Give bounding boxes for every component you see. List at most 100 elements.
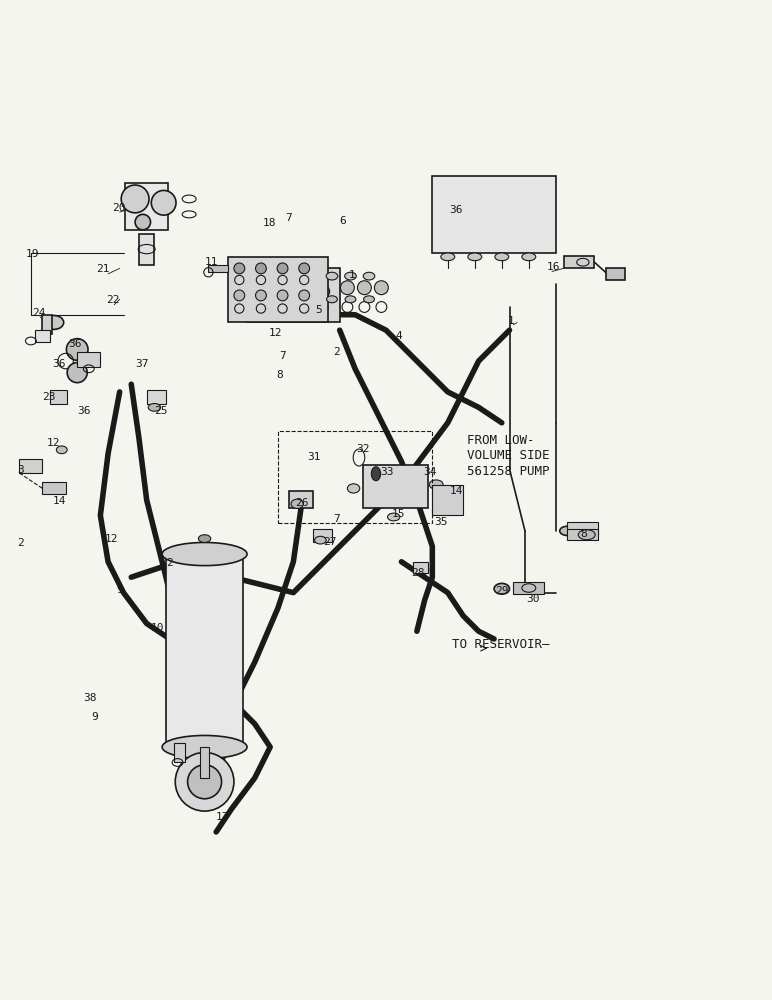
Bar [35, 330, 50, 342]
Text: 11: 11 [205, 257, 218, 267]
Circle shape [66, 339, 88, 360]
Text: 14: 14 [449, 486, 462, 496]
Text: VOLUME SIDE: VOLUME SIDE [467, 449, 550, 462]
Text: TO RESERVOIR—: TO RESERVOIR— [452, 638, 549, 651]
Ellipse shape [494, 583, 510, 594]
Text: 10: 10 [151, 623, 164, 633]
Bar [200, 747, 209, 778]
Text: 16: 16 [547, 262, 560, 272]
Text: 36: 36 [52, 359, 65, 369]
Bar [166, 554, 243, 747]
Circle shape [357, 281, 371, 295]
Ellipse shape [364, 296, 374, 303]
Text: 1: 1 [508, 316, 515, 326]
Ellipse shape [326, 272, 337, 280]
Ellipse shape [578, 530, 595, 540]
Ellipse shape [198, 535, 211, 542]
Text: 25: 25 [154, 406, 168, 416]
Bar [363, 465, 428, 508]
Circle shape [175, 752, 234, 811]
Bar [564, 256, 594, 268]
Ellipse shape [162, 542, 247, 566]
Text: 5: 5 [315, 305, 322, 315]
Text: 38: 38 [83, 693, 96, 703]
Circle shape [274, 285, 286, 298]
Circle shape [317, 285, 330, 298]
Circle shape [188, 765, 222, 799]
Text: 23: 23 [42, 392, 56, 402]
Text: 22: 22 [107, 295, 120, 305]
Ellipse shape [429, 480, 443, 489]
Text: 2: 2 [334, 347, 340, 357]
Ellipse shape [314, 536, 326, 544]
Bar [139, 234, 154, 265]
Text: FROM LOW-: FROM LOW- [467, 434, 534, 447]
Bar [147, 390, 166, 403]
Ellipse shape [347, 484, 360, 493]
Text: 33: 33 [380, 467, 393, 477]
Bar [432, 176, 556, 253]
Circle shape [234, 290, 245, 301]
Text: 17: 17 [216, 812, 229, 822]
Ellipse shape [162, 735, 247, 759]
Text: 3: 3 [17, 465, 24, 475]
Text: 24: 24 [32, 308, 46, 318]
Circle shape [135, 214, 151, 230]
Ellipse shape [45, 315, 63, 329]
Bar [313, 529, 332, 542]
Bar [19, 459, 42, 473]
Ellipse shape [560, 526, 575, 536]
Text: 12: 12 [269, 328, 282, 338]
Ellipse shape [388, 513, 400, 521]
Text: 8: 8 [276, 370, 283, 380]
Text: 2: 2 [17, 538, 24, 548]
Text: 2: 2 [166, 558, 173, 568]
Bar [606, 268, 625, 280]
Text: 31: 31 [307, 452, 320, 462]
Ellipse shape [468, 253, 482, 261]
Ellipse shape [56, 446, 67, 454]
Circle shape [151, 190, 176, 215]
Text: 35: 35 [434, 517, 447, 527]
Bar [567, 522, 598, 535]
Circle shape [256, 263, 266, 274]
Circle shape [374, 281, 388, 295]
Text: 9: 9 [116, 585, 123, 595]
Text: 28: 28 [411, 568, 424, 578]
Text: 6: 6 [340, 216, 347, 226]
Text: 30: 30 [527, 594, 540, 604]
Bar [42, 315, 52, 334]
Ellipse shape [522, 253, 536, 261]
Bar [208, 265, 228, 272]
Bar [228, 257, 328, 322]
Ellipse shape [495, 253, 509, 261]
Text: 36: 36 [77, 406, 90, 416]
Text: 7: 7 [334, 514, 340, 524]
Bar [77, 352, 100, 367]
Text: 37: 37 [135, 359, 148, 369]
Text: 9: 9 [91, 712, 98, 722]
Bar [50, 390, 67, 403]
Ellipse shape [148, 403, 161, 411]
Text: 4: 4 [395, 331, 402, 341]
Bar [174, 743, 185, 762]
Text: 15: 15 [392, 509, 405, 519]
Circle shape [121, 185, 149, 213]
Text: 7: 7 [279, 351, 286, 361]
Text: 36: 36 [68, 339, 81, 349]
Text: 12: 12 [46, 438, 59, 448]
Bar [513, 582, 544, 594]
Circle shape [277, 290, 288, 301]
Ellipse shape [363, 272, 374, 280]
Bar [247, 268, 340, 322]
Bar [42, 482, 66, 494]
Text: 36: 36 [449, 205, 462, 215]
Text: 561258 PUMP: 561258 PUMP [467, 465, 550, 478]
Circle shape [256, 290, 266, 301]
Text: 34: 34 [423, 467, 436, 477]
Circle shape [299, 263, 310, 274]
Text: 12: 12 [104, 534, 117, 544]
Bar [432, 485, 463, 515]
Circle shape [234, 263, 245, 274]
Circle shape [252, 285, 265, 298]
